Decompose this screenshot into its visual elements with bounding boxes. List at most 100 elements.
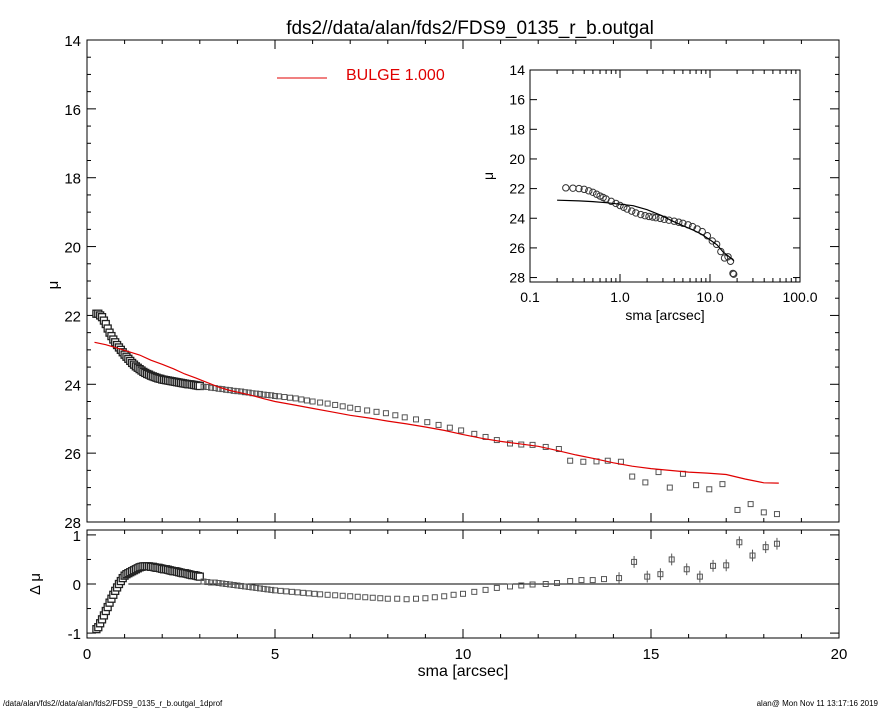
main-data-markers — [92, 309, 780, 518]
residual-data-point — [616, 575, 623, 582]
profile-data-point — [580, 458, 587, 465]
inset-data-point — [660, 215, 668, 223]
profile-data-point — [373, 408, 380, 415]
profile-data-point — [238, 388, 245, 395]
residual-data-point — [332, 592, 339, 599]
inset-data-point — [641, 212, 649, 220]
profile-data-point — [303, 397, 310, 404]
y-tick-label: 22 — [64, 308, 81, 325]
residual-data-point — [696, 573, 703, 580]
x-tick-label: 0 — [83, 646, 91, 663]
profile-data-point — [317, 399, 324, 406]
legend-label: BULGE 1.000 — [346, 67, 445, 84]
profile-data-point — [642, 479, 649, 486]
residual-data-point — [245, 583, 252, 590]
residual-data-point — [260, 585, 267, 592]
profile-data-point — [292, 395, 299, 402]
y-tick-label: 14 — [64, 33, 81, 50]
inset-y-tick-label: 14 — [509, 62, 525, 78]
residual-data-point — [482, 586, 489, 593]
profile-data-point — [706, 486, 713, 493]
residual-data-point — [362, 594, 369, 601]
inset-x-tick-label: 100.0 — [782, 289, 817, 305]
profile-data-point — [629, 473, 636, 480]
residual-data-point — [277, 587, 284, 594]
inset-data-point — [580, 185, 588, 194]
inset-data-point — [648, 213, 657, 221]
residual-data-point — [394, 595, 401, 602]
profile-data-point — [446, 424, 453, 431]
residual-data-markers — [92, 536, 780, 634]
residual-data-point — [749, 552, 756, 559]
residual-data-point — [230, 581, 237, 588]
residual-data-point — [567, 578, 574, 585]
profile-data-point — [195, 381, 204, 391]
profile-data-point — [332, 401, 339, 408]
y-tick-label: 16 — [64, 102, 81, 119]
profile-data-point — [324, 400, 331, 407]
residual-data-point — [422, 595, 429, 602]
inset-data-markers — [562, 184, 738, 278]
inset-y-tick-label: 16 — [509, 92, 525, 108]
inset-model-line — [557, 199, 735, 262]
profile-data-point — [281, 394, 288, 401]
residual-data-point — [644, 573, 651, 580]
residual-data-point — [384, 595, 391, 602]
profile-data-point — [773, 511, 780, 518]
x-axis-label: sma [arcsec] — [418, 663, 509, 680]
residual-data-point — [208, 579, 215, 586]
residual-data-point — [268, 586, 275, 593]
residual-data-point — [554, 580, 560, 587]
inset-x-tick-label: 0.1 — [520, 289, 540, 305]
profile-data-point — [347, 404, 354, 411]
profile-data-point — [760, 509, 767, 516]
inset-data-point — [720, 254, 729, 262]
residual-data-point — [354, 593, 361, 600]
main-axis-ticks: 14 16 18 20 22 24 26 28 — [64, 33, 840, 532]
residual-data-point — [211, 579, 218, 586]
residual-data-point — [403, 596, 410, 603]
residual-data-point — [226, 581, 233, 588]
x-tick-label: 20 — [831, 646, 848, 663]
residual-data-point — [253, 584, 260, 591]
residual-data-point — [241, 583, 248, 590]
residual-data-point — [234, 582, 241, 589]
residual-data-point — [288, 588, 295, 595]
residual-data-point — [723, 562, 730, 569]
inset-background — [530, 70, 800, 282]
profile-data-point — [719, 481, 726, 488]
inset-data-point — [562, 184, 570, 192]
inset-axis-ticks: 14 16 18 20 22 24 26 28 0.1 1.0 10.0 100.0 — [509, 62, 817, 305]
profile-data-point — [287, 394, 294, 401]
residual-data-point — [631, 558, 638, 565]
y-tick-label: 18 — [64, 171, 81, 188]
profile-data-point — [401, 414, 408, 421]
residual-data-point — [413, 595, 419, 602]
residual-data-point — [589, 577, 596, 584]
profile-data-point — [435, 421, 442, 428]
residual-data-point — [215, 580, 222, 587]
profile-data-point — [507, 440, 513, 447]
residual-data-point — [507, 583, 513, 590]
profile-data-point — [458, 427, 465, 434]
residual-data-point — [493, 584, 500, 591]
y-tick-label: 20 — [64, 240, 81, 257]
residual-data-point — [272, 587, 278, 594]
x-tick-label: 15 — [643, 646, 660, 663]
y-tick-label: 0 — [73, 577, 81, 594]
residual-data-point — [200, 578, 207, 585]
residual-data-point — [377, 595, 384, 602]
inset-data-point — [712, 240, 721, 249]
residual-data-point — [710, 562, 717, 569]
residual-data-point — [311, 590, 318, 597]
residual-data-point — [369, 594, 376, 601]
residual-data-point — [256, 585, 263, 592]
inset-data-point — [670, 217, 678, 225]
inset-data-point — [645, 212, 653, 221]
inset-x-tick-label: 1.0 — [610, 289, 630, 305]
profile-data-point — [272, 392, 278, 399]
footer-file-path: /data/alan/fds2//data/alan/fds2/FDS9_013… — [3, 699, 223, 708]
residual-data-point — [441, 593, 448, 600]
